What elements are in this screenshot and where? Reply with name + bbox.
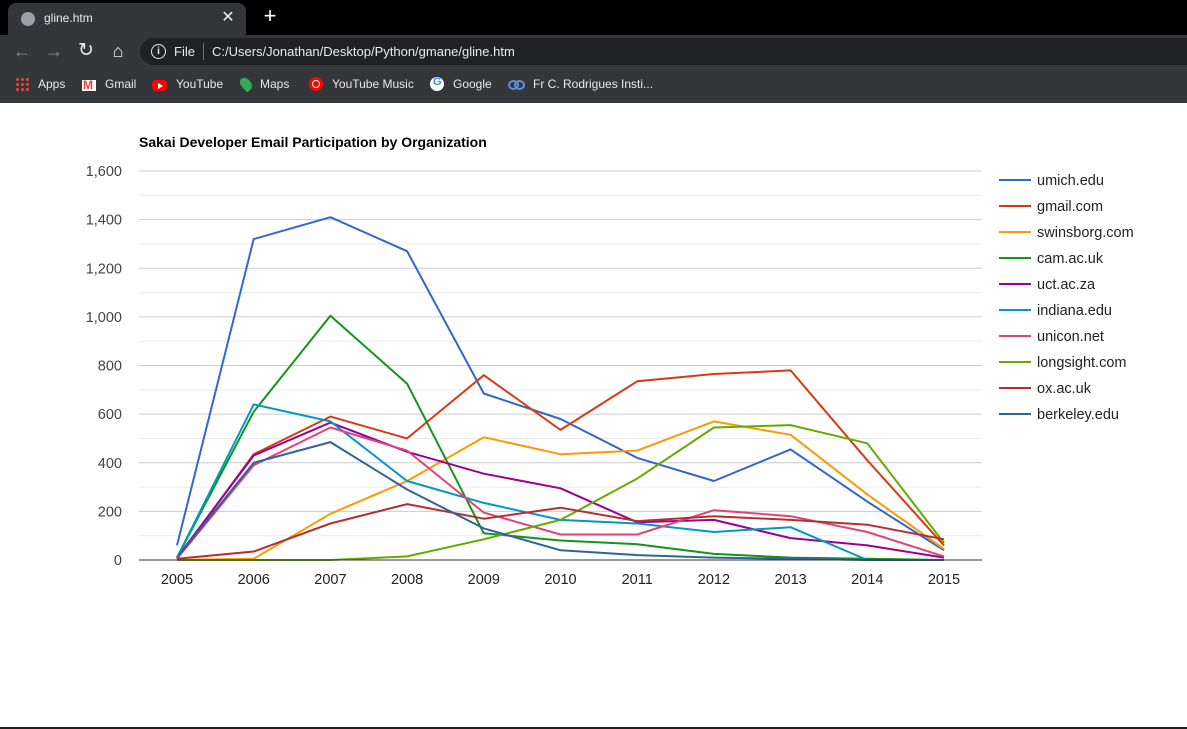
link-icon <box>508 77 525 91</box>
x-tick-label: 2008 <box>391 572 423 588</box>
address-separator <box>203 43 204 60</box>
bookmark-maps[interactable]: Maps <box>237 75 289 93</box>
new-tab-button[interactable]: + <box>263 3 277 28</box>
y-tick-label: 1,600 <box>86 164 122 180</box>
legend-label[interactable]: ox.ac.uk <box>1037 381 1092 397</box>
bookmark-apps[interactable]: Apps <box>15 77 65 93</box>
x-axis-tick-labels: 2005 2006 2007 2008 2009 2010 2011 2012 2013 2014… <box>161 572 960 588</box>
series-line-uct-ac-za[interactable] <box>176 421 945 559</box>
legend-label[interactable]: longsight.com <box>1037 355 1126 371</box>
y-tick-label: 1,200 <box>86 261 122 277</box>
y-axis-tick-labels: 0 200 400 600 800 1,000 1,200 1,400 1,600 <box>86 164 122 569</box>
series-line-berkeley-edu[interactable] <box>176 441 944 561</box>
y-tick-label: 1,000 <box>86 310 122 326</box>
x-tick-label: 2005 <box>161 572 193 588</box>
series-line-cam-ac-uk[interactable] <box>176 314 945 561</box>
x-tick-label: 2010 <box>544 572 576 588</box>
maps-pin-icon <box>237 75 255 93</box>
gmail-icon <box>82 78 96 92</box>
tab-title: gline.htm <box>44 11 93 25</box>
legend-label[interactable]: cam.ac.uk <box>1037 251 1104 267</box>
home-button[interactable]: ⌂ <box>112 41 124 61</box>
apps-grid-icon <box>15 77 29 91</box>
browser-toolbar: ← → ↻ ⌂ i File C:/Users/Jonathan/Desktop… <box>0 35 1187 68</box>
series-line-swinsborg-com[interactable] <box>176 420 945 561</box>
series-line-unicon-net[interactable] <box>176 426 945 560</box>
address-bar[interactable]: i File C:/Users/Jonathan/Desktop/Python/… <box>140 38 1187 65</box>
y-tick-label: 200 <box>98 504 122 520</box>
x-tick-label: 2011 <box>622 572 653 588</box>
line-chart: Sakai Developer Email Participation by O… <box>86 134 1134 588</box>
youtube-icon <box>152 80 167 91</box>
back-button[interactable]: ← <box>13 41 31 61</box>
close-tab-button[interactable]: ✕ <box>221 9 235 26</box>
series-line-ox-ac-uk[interactable] <box>176 503 945 560</box>
bookmark-youtube[interactable]: YouTube <box>152 77 223 93</box>
legend-label[interactable]: umich.edu <box>1037 173 1104 189</box>
y-tick-label: 400 <box>98 456 122 472</box>
x-tick-label: 2007 <box>314 572 346 588</box>
chart-title: Sakai Developer Email Participation by O… <box>139 134 487 150</box>
x-tick-label: 2006 <box>238 572 270 588</box>
x-tick-label: 2012 <box>698 572 730 588</box>
youtube-music-icon <box>309 77 323 91</box>
x-tick-label: 2009 <box>468 572 500 588</box>
series-line-umich-edu[interactable] <box>176 216 945 552</box>
y-tick-label: 1,400 <box>86 213 122 229</box>
y-tick-label: 600 <box>98 407 122 423</box>
series-line-gmail-com[interactable] <box>176 369 945 560</box>
url-text[interactable]: C:/Users/Jonathan/Desktop/Python/gmane/g… <box>212 44 515 59</box>
y-tick-label: 800 <box>98 359 122 375</box>
y-tick-label: 0 <box>114 553 122 569</box>
google-icon <box>430 76 444 91</box>
legend-label[interactable]: swinsborg.com <box>1037 225 1134 241</box>
chart-legend: umich.edu gmail.com swinsborg.com cam.ac.uk… <box>999 173 1134 423</box>
info-icon[interactable]: i <box>151 44 166 59</box>
tab-bar: gline.htm ✕ + <box>0 0 1187 35</box>
legend-label[interactable]: uct.ac.za <box>1037 277 1096 293</box>
x-tick-label: 2015 <box>928 572 960 588</box>
legend-label[interactable]: gmail.com <box>1037 199 1103 215</box>
forward-button[interactable]: → <box>45 41 63 61</box>
globe-icon <box>21 12 35 26</box>
legend-label[interactable]: berkeley.edu <box>1037 407 1119 423</box>
bookmark-google[interactable]: Google <box>430 76 492 93</box>
legend-label[interactable]: unicon.net <box>1037 329 1104 345</box>
scheme-label: File <box>174 44 195 59</box>
tab-gline[interactable]: gline.htm ✕ <box>8 3 246 35</box>
chart-gridlines <box>139 170 982 537</box>
page-bottom-edge <box>0 727 1187 729</box>
bookmarks-bar: Apps Gmail YouTube Maps YouTube Music Go… <box>0 68 1187 103</box>
x-tick-label: 2014 <box>851 572 883 588</box>
reload-button[interactable]: ↻ <box>78 40 94 61</box>
x-tick-label: 2013 <box>774 572 806 588</box>
bookmark-youtube-music[interactable]: YouTube Music <box>309 77 414 93</box>
legend-label[interactable]: indiana.edu <box>1037 303 1112 319</box>
bookmark-gmail[interactable]: Gmail <box>82 77 136 93</box>
bookmark-fr-c-rodrigues[interactable]: Fr C. Rodrigues Insti... <box>508 77 653 93</box>
